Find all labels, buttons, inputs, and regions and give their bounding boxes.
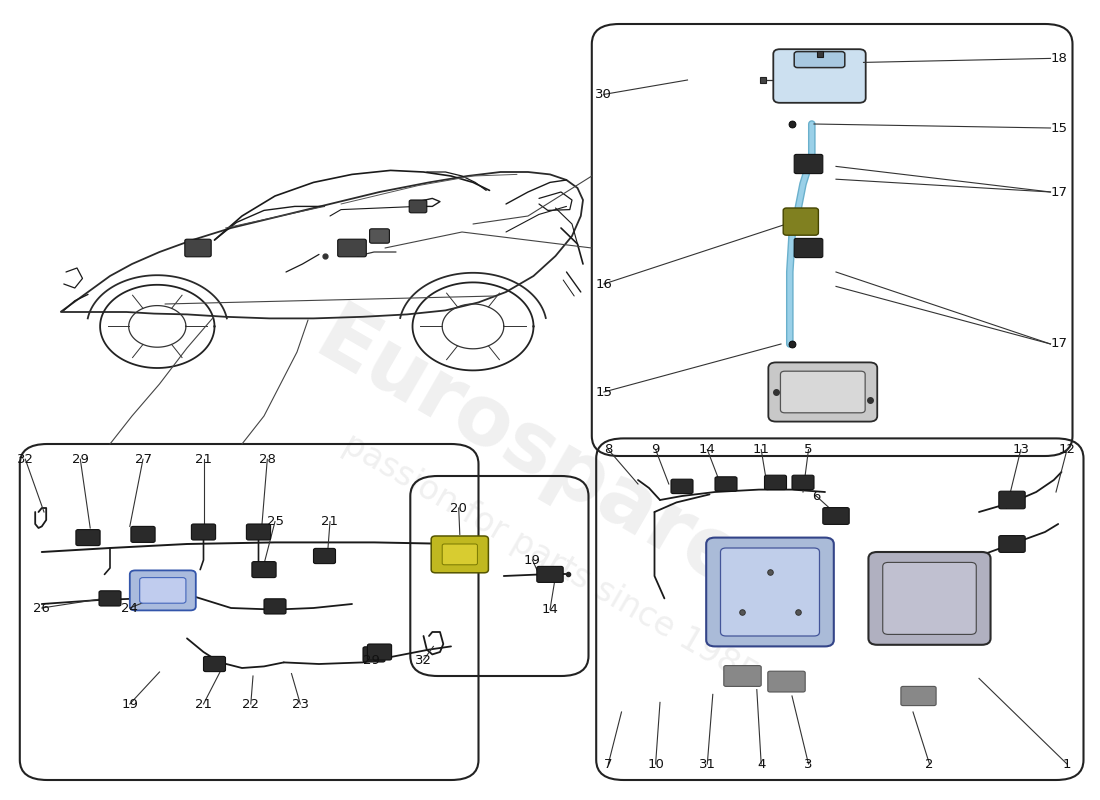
FancyBboxPatch shape [724, 666, 761, 686]
Text: 21: 21 [195, 698, 212, 710]
FancyBboxPatch shape [999, 491, 1025, 509]
FancyBboxPatch shape [794, 238, 823, 258]
Text: 12: 12 [1058, 443, 1076, 456]
FancyBboxPatch shape [191, 524, 216, 540]
Text: 30: 30 [595, 88, 613, 101]
FancyBboxPatch shape [999, 536, 1025, 552]
Text: 31: 31 [698, 758, 716, 770]
FancyBboxPatch shape [715, 477, 737, 491]
Text: 21: 21 [321, 515, 339, 528]
FancyBboxPatch shape [338, 239, 366, 257]
FancyBboxPatch shape [792, 475, 814, 490]
FancyBboxPatch shape [720, 548, 820, 636]
Text: 24: 24 [121, 602, 139, 614]
FancyBboxPatch shape [252, 562, 276, 578]
FancyBboxPatch shape [794, 154, 823, 174]
FancyBboxPatch shape [409, 200, 427, 213]
FancyBboxPatch shape [246, 524, 271, 540]
Text: 27: 27 [134, 453, 152, 466]
FancyBboxPatch shape [185, 239, 211, 257]
FancyBboxPatch shape [99, 590, 121, 606]
FancyBboxPatch shape [783, 208, 818, 235]
Text: 14: 14 [698, 443, 716, 456]
Text: 1: 1 [1063, 758, 1071, 770]
Text: 3: 3 [804, 758, 813, 770]
FancyBboxPatch shape [130, 570, 196, 610]
Text: 18: 18 [1050, 52, 1068, 65]
Text: 22: 22 [242, 698, 260, 710]
Text: 32: 32 [415, 654, 432, 666]
Text: 11: 11 [752, 443, 770, 456]
FancyBboxPatch shape [781, 371, 865, 413]
Text: 5: 5 [804, 443, 813, 456]
Text: 26: 26 [33, 602, 51, 614]
FancyBboxPatch shape [537, 566, 563, 582]
Text: 25: 25 [266, 515, 284, 528]
Text: 29: 29 [72, 453, 89, 466]
Text: 16: 16 [595, 278, 613, 290]
FancyBboxPatch shape [768, 671, 805, 692]
Text: 2: 2 [925, 758, 934, 770]
Text: 19: 19 [121, 698, 139, 710]
FancyBboxPatch shape [131, 526, 155, 542]
FancyBboxPatch shape [442, 544, 477, 565]
Text: 17: 17 [1050, 338, 1068, 350]
FancyBboxPatch shape [76, 530, 100, 546]
Text: 17: 17 [1050, 186, 1068, 198]
FancyBboxPatch shape [314, 548, 336, 563]
FancyBboxPatch shape [768, 362, 878, 422]
FancyBboxPatch shape [869, 552, 990, 645]
Text: 28: 28 [258, 453, 276, 466]
FancyBboxPatch shape [794, 51, 845, 68]
FancyBboxPatch shape [823, 507, 849, 525]
FancyBboxPatch shape [264, 598, 286, 614]
FancyBboxPatch shape [363, 646, 385, 662]
FancyBboxPatch shape [671, 479, 693, 494]
Text: 23: 23 [292, 698, 309, 710]
Text: 10: 10 [647, 758, 664, 770]
Text: 9: 9 [651, 443, 660, 456]
Text: 15: 15 [1050, 122, 1068, 134]
FancyBboxPatch shape [367, 644, 392, 660]
Text: 15: 15 [595, 386, 613, 398]
Text: 8: 8 [604, 443, 613, 456]
FancyBboxPatch shape [140, 578, 186, 603]
FancyBboxPatch shape [901, 686, 936, 706]
Text: 32: 32 [16, 453, 34, 466]
Text: 4: 4 [757, 758, 766, 770]
Text: 19: 19 [524, 554, 541, 566]
FancyBboxPatch shape [204, 656, 226, 671]
Text: 7: 7 [604, 758, 613, 770]
FancyBboxPatch shape [764, 475, 786, 490]
Text: 29: 29 [363, 654, 381, 666]
Text: 6: 6 [812, 490, 821, 502]
Text: 21: 21 [195, 453, 212, 466]
Text: 20: 20 [450, 502, 468, 514]
Text: passion for parts since 1985: passion for parts since 1985 [337, 427, 763, 693]
FancyBboxPatch shape [773, 50, 866, 103]
FancyBboxPatch shape [706, 538, 834, 646]
Text: 13: 13 [1012, 443, 1030, 456]
FancyBboxPatch shape [882, 562, 977, 634]
Text: Eurospares: Eurospares [301, 297, 799, 631]
Text: 14: 14 [541, 603, 559, 616]
FancyBboxPatch shape [370, 229, 389, 243]
FancyBboxPatch shape [431, 536, 488, 573]
